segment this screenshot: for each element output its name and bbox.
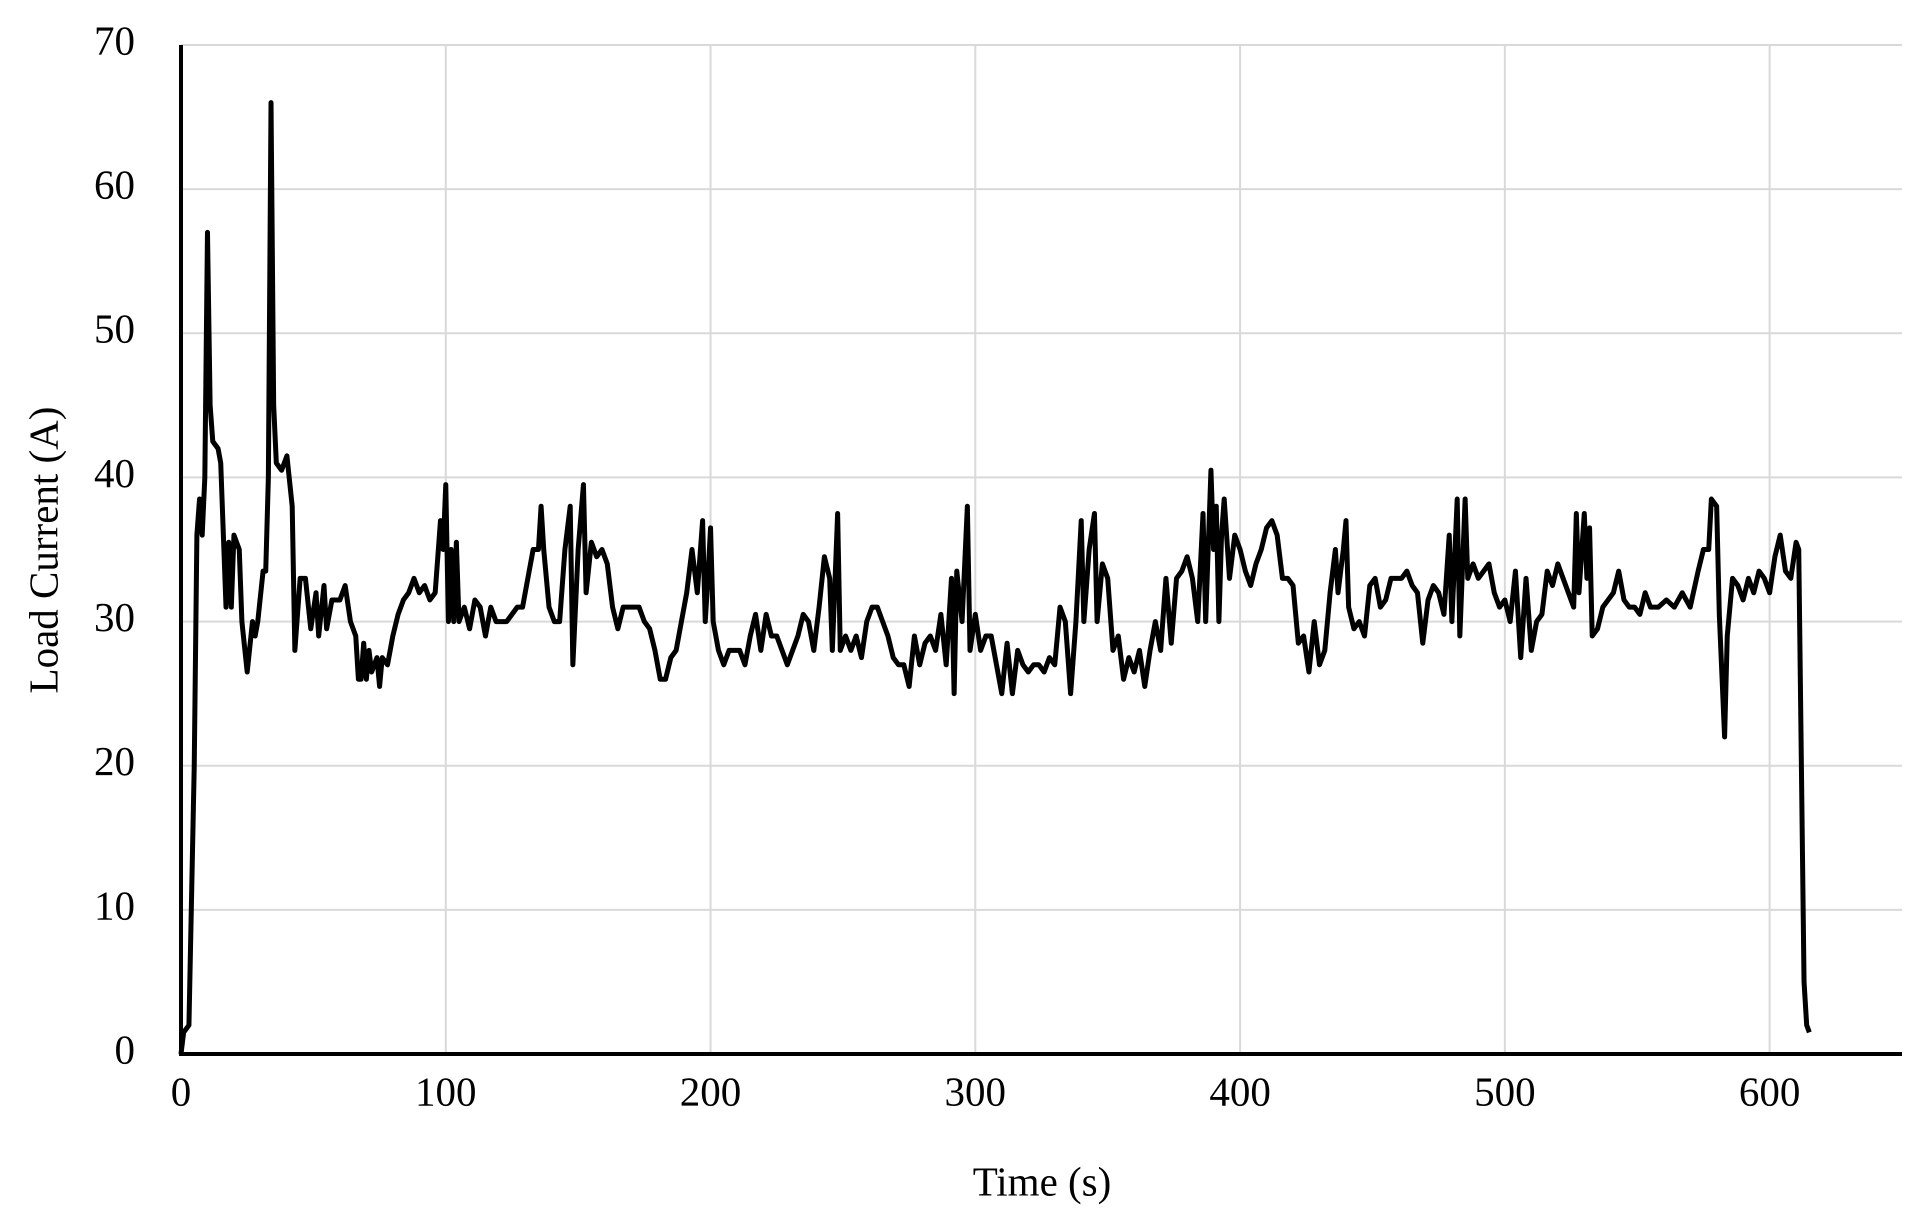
y-tick-label: 60 <box>94 162 135 208</box>
y-tick-label: 50 <box>94 306 135 352</box>
y-tick-label: 40 <box>94 450 135 496</box>
x-tick-label: 300 <box>945 1068 1007 1114</box>
x-tick-label: 500 <box>1474 1068 1536 1114</box>
x-tick-label: 100 <box>415 1068 477 1114</box>
x-tick-label: 0 <box>171 1068 192 1114</box>
y-tick-label: 70 <box>94 17 135 63</box>
data-line <box>178 100 1812 1055</box>
y-tick-label: 10 <box>94 882 135 928</box>
y-tick-label: 20 <box>94 738 135 784</box>
y-tick-label: 0 <box>115 1026 136 1072</box>
y-axis-label: Load Current (A) <box>20 407 66 694</box>
x-tick-label: 600 <box>1739 1068 1801 1114</box>
x-tick-label: 400 <box>1209 1068 1271 1114</box>
x-axis-label: Time (s) <box>973 1158 1112 1204</box>
y-tick-label: 30 <box>94 594 135 640</box>
x-tick-label: 200 <box>680 1068 742 1114</box>
